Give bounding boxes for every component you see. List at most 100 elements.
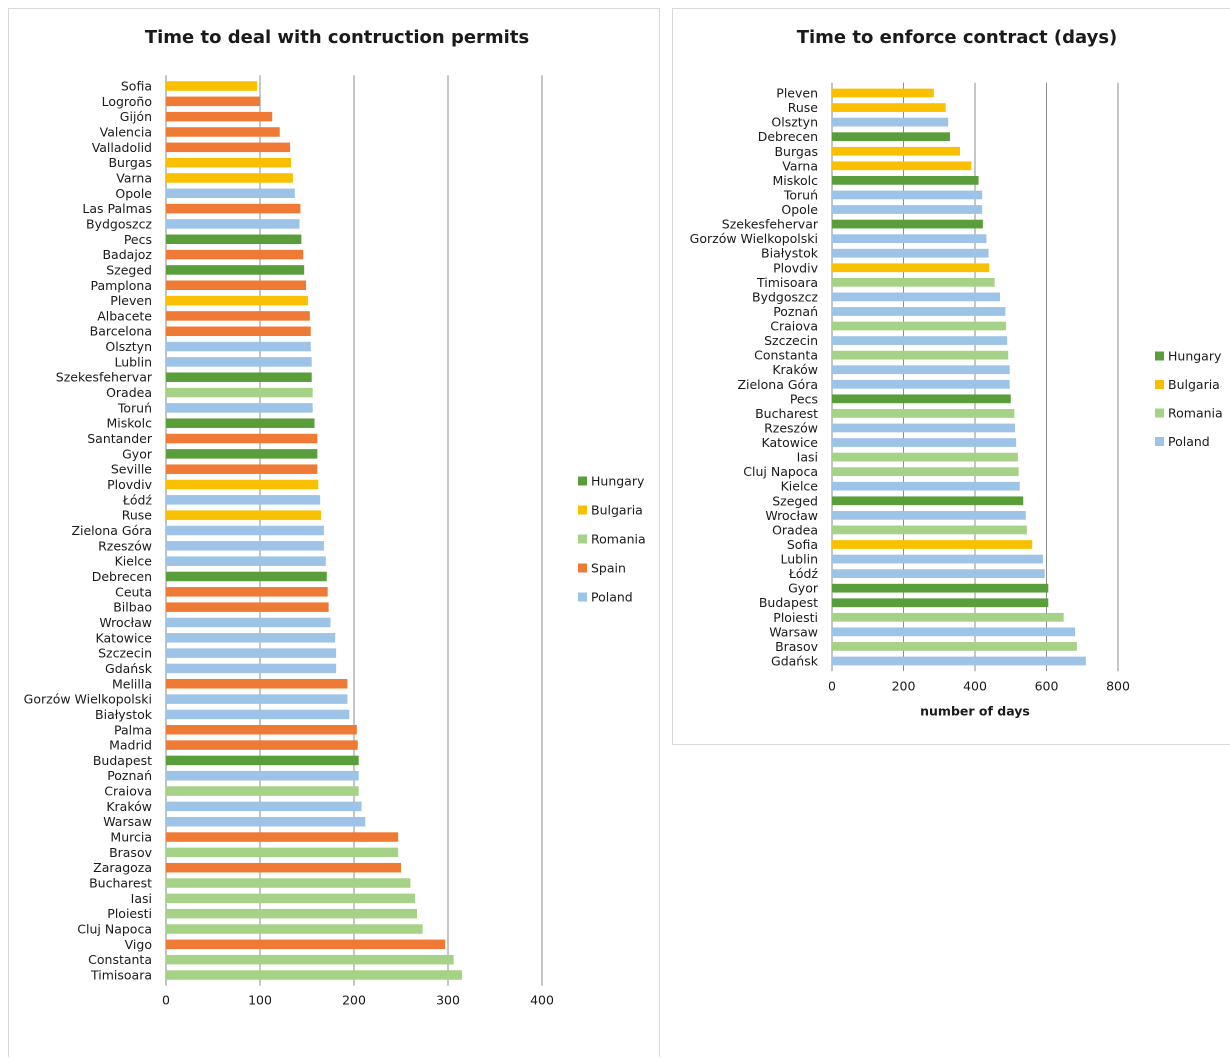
bar-pecs bbox=[166, 234, 302, 245]
category-label: Białystok bbox=[761, 246, 819, 261]
legend-label-hungary: Hungary bbox=[1168, 349, 1222, 364]
category-label: Iasi bbox=[797, 450, 818, 465]
category-label: Logroño bbox=[102, 94, 152, 109]
category-label: Sofia bbox=[787, 537, 818, 552]
category-label: Szekesfehervar bbox=[722, 217, 819, 232]
bar-barcelona bbox=[166, 326, 311, 336]
category-label: Olsztyn bbox=[771, 115, 818, 130]
category-label: Oradea bbox=[106, 385, 152, 400]
category-label: Brasov bbox=[109, 845, 153, 860]
category-label: Gijón bbox=[120, 109, 152, 124]
legend-label-poland: Poland bbox=[591, 590, 633, 605]
bar-iasi bbox=[166, 893, 416, 904]
bar-rzeszow bbox=[166, 541, 324, 551]
enforce-contract-chart: Time to enforce contract (days) 0 200 400 60… bbox=[690, 27, 1223, 718]
category-label: Varna bbox=[116, 170, 152, 185]
bar-bydgoszcz bbox=[832, 292, 1001, 302]
x-tick-label: 400 bbox=[963, 678, 987, 693]
category-label: Białystok bbox=[95, 707, 153, 722]
category-label: Valencia bbox=[100, 124, 152, 139]
x-tick-label: 200 bbox=[342, 993, 366, 1008]
bar-murcia bbox=[166, 832, 399, 842]
bar-gorzow-wielkopolski bbox=[166, 694, 348, 704]
bar-timisoara bbox=[832, 277, 995, 287]
bar-varna bbox=[832, 161, 972, 171]
bar-szeged bbox=[832, 496, 1024, 506]
bar-ruse bbox=[832, 103, 946, 112]
x-axis-label: number of days bbox=[920, 703, 1030, 718]
category-label: Timisoara bbox=[90, 968, 152, 983]
category-label: Miskolc bbox=[772, 173, 818, 188]
category-label: Murcia bbox=[110, 830, 152, 845]
category-label: Debrecen bbox=[92, 569, 152, 584]
category-label: Kielce bbox=[781, 479, 819, 494]
bar-poznan bbox=[832, 307, 1006, 316]
x-tick-label: 0 bbox=[828, 678, 836, 693]
category-label: Łódź bbox=[788, 566, 819, 581]
construction-permits-chart: Time to deal with contruction permits 0 10… bbox=[24, 27, 646, 1008]
category-label: Iasi bbox=[131, 891, 152, 906]
category-label: Pleven bbox=[110, 293, 152, 308]
legend-swatch-hungary bbox=[578, 476, 587, 486]
x-tick-label: 100 bbox=[248, 993, 272, 1008]
legend-label-bulgaria: Bulgaria bbox=[1168, 377, 1220, 392]
category-label: Burgas bbox=[774, 144, 818, 159]
x-tick-label: 200 bbox=[892, 678, 916, 693]
bar-gdansk bbox=[166, 663, 337, 674]
legend-label-bulgaria: Bulgaria bbox=[591, 503, 643, 518]
bar-burgas bbox=[832, 146, 960, 156]
bar-seville bbox=[166, 464, 318, 474]
category-label: Rzeszów bbox=[764, 420, 818, 435]
bar-palma bbox=[166, 725, 357, 735]
bar-katowice bbox=[832, 438, 1017, 447]
bar-torun bbox=[166, 403, 313, 413]
chart-panel-construction-permits: Time to deal with contruction permits 0 10… bbox=[8, 8, 660, 1057]
x-tick-label: 800 bbox=[1106, 678, 1130, 693]
bar-bydgoszcz bbox=[166, 219, 300, 229]
bar-craiova bbox=[832, 321, 1007, 331]
category-label: Rzeszów bbox=[98, 538, 152, 553]
bar-sofia bbox=[832, 540, 1033, 549]
bar-plovdiv bbox=[166, 479, 319, 490]
bar-wroclaw bbox=[832, 510, 1026, 520]
category-label: Varna bbox=[782, 158, 818, 173]
category-label: Toruń bbox=[117, 400, 152, 415]
category-label: Plovdiv bbox=[773, 260, 818, 275]
bar-ceuta bbox=[166, 587, 328, 597]
category-label: Timisoara bbox=[756, 275, 818, 290]
category-label: Gdańsk bbox=[771, 654, 819, 669]
bar-gyor bbox=[832, 583, 1049, 593]
category-label: Craiova bbox=[104, 784, 152, 799]
bar-gyor bbox=[166, 449, 318, 459]
category-label: Kraków bbox=[772, 362, 818, 377]
category-label: Badajoz bbox=[102, 247, 152, 262]
category-label: Gyor bbox=[788, 581, 819, 596]
bar-varna bbox=[166, 173, 293, 183]
category-label: Gorzów Wielkopolski bbox=[690, 231, 818, 246]
category-label: Valladolid bbox=[92, 140, 152, 155]
legend-swatch-bulgaria bbox=[578, 505, 587, 515]
category-label: Szczecin bbox=[98, 646, 152, 661]
bar-zielona-gora bbox=[166, 525, 324, 536]
category-label: Pecs bbox=[790, 391, 818, 406]
bar-poznan bbox=[166, 770, 359, 781]
bar-pleven bbox=[832, 88, 934, 98]
bar-oradea bbox=[166, 387, 313, 398]
bar-miskolc bbox=[832, 176, 979, 185]
legend-label-spain: Spain bbox=[591, 561, 626, 576]
category-label: Kraków bbox=[106, 799, 152, 814]
bar-szczecin bbox=[832, 336, 1008, 345]
bar-olsztyn bbox=[166, 341, 311, 352]
category-label: Bydgoszcz bbox=[752, 289, 818, 304]
legend-swatch-spain bbox=[578, 563, 587, 573]
legend-label-romania: Romania bbox=[1168, 406, 1223, 421]
bar-bucharest bbox=[166, 878, 411, 888]
bar-gijon bbox=[166, 111, 273, 122]
bar-constanta bbox=[166, 954, 454, 965]
category-label: Toruń bbox=[783, 187, 818, 202]
bar-kielce bbox=[832, 481, 1020, 491]
category-label: Cluj Napoca bbox=[77, 922, 152, 937]
bar-zielona-gora bbox=[832, 379, 1010, 389]
category-label: Las Palmas bbox=[82, 201, 152, 216]
category-label: Melilla bbox=[112, 676, 152, 691]
